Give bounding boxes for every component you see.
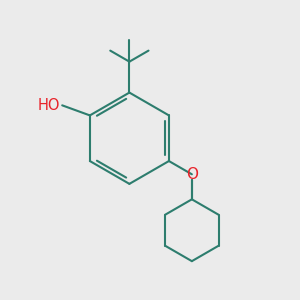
Text: HO: HO xyxy=(37,98,60,113)
Text: O: O xyxy=(186,167,198,182)
